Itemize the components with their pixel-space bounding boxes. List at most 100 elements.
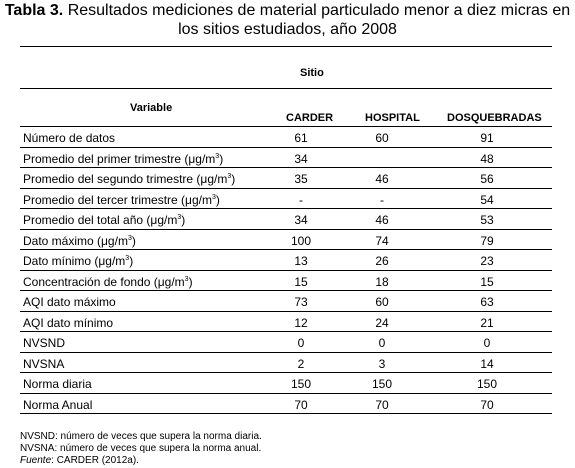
row-label-text: Concentración de fondo (μg/m [23, 275, 185, 289]
source-label: Fuente [20, 455, 52, 466]
footnote-nvsnd: NVSND: número de veces que supera la nor… [20, 431, 262, 442]
row-label-text: Dato máximo (μg/m [23, 234, 128, 248]
row-rule [20, 208, 552, 209]
cell-hospital: 150 [371, 377, 393, 391]
caption-label: Tabla 3. [4, 2, 64, 19]
unit-close: ) [219, 152, 224, 166]
cell-dosquebradas: 56 [480, 172, 494, 186]
row-label: Concentración de fondo (μg/m3) [23, 275, 193, 289]
cell-carder: - [299, 193, 303, 207]
row-rule [20, 188, 552, 189]
cell-hospital: 18 [375, 275, 389, 289]
cell-dosquebradas: 48 [480, 152, 494, 166]
row-rule [20, 290, 552, 291]
cell-dosquebradas: 23 [480, 254, 494, 268]
cell-carder: 73 [294, 295, 308, 309]
cell-carder: 100 [290, 234, 312, 248]
row-label-text: AQI dato máximo [23, 295, 116, 309]
row-label-text: Promedio del total año (μg/m [23, 213, 178, 227]
cell-dosquebradas: 14 [480, 357, 494, 371]
unit-exponent: 3 [215, 153, 220, 160]
row-label-text: Norma Anual [23, 398, 93, 412]
header-variable: Variable [130, 102, 173, 114]
footnote-nvsna: NVSNA: número de veces que supera la nor… [20, 443, 262, 454]
cell-hospital: 0 [378, 336, 386, 350]
row-label-text: Promedio del primer trimestre (μg/m [23, 152, 216, 166]
unit-exponent: 3 [211, 194, 216, 201]
unit-close: ) [231, 172, 236, 186]
row-label-text: NVSND [23, 336, 66, 350]
row-label-text: Dato mínimo (μg/m [23, 254, 126, 268]
cell-hospital: 70 [375, 398, 389, 412]
row-rule [20, 147, 552, 148]
unit-close: ) [131, 234, 136, 248]
cell-hospital: 46 [375, 172, 389, 186]
header-dosquebradas: DOSQUEBRADAS [447, 112, 542, 124]
cell-hospital: 24 [375, 316, 389, 330]
cell-carder: 12 [294, 316, 308, 330]
cell-carder: 0 [297, 336, 305, 350]
bottom-rule [20, 413, 552, 414]
cell-hospital: 60 [375, 131, 389, 145]
row-rule [20, 167, 552, 168]
cell-carder: 35 [294, 172, 308, 186]
row-rule [20, 352, 552, 353]
caption-text-1: Resultados mediciones de material partic… [67, 2, 571, 19]
row-label: NVSNA [23, 357, 64, 371]
row-label: Dato máximo (μg/m3) [23, 234, 136, 248]
row-rule [20, 126, 552, 127]
row-rule [20, 331, 552, 332]
row-label: Dato mínimo (μg/m3) [23, 254, 133, 268]
unit-exponent: 3 [127, 235, 132, 242]
cell-carder: 34 [294, 152, 308, 166]
row-label-text: AQI dato mínimo [23, 316, 114, 330]
caption-line-1: Tabla 3. Resultados mediciones de materi… [0, 1, 575, 20]
unit-close: ) [188, 275, 193, 289]
cell-dosquebradas: 79 [480, 234, 494, 248]
cell-dosquebradas: 63 [480, 295, 494, 309]
cell-dosquebradas: 70 [480, 398, 494, 412]
row-label: AQI dato máximo [23, 295, 116, 309]
row-label: AQI dato mínimo [23, 316, 113, 330]
row-rule [20, 372, 552, 373]
cell-dosquebradas: 91 [480, 131, 494, 145]
row-rule [20, 249, 552, 250]
cell-carder: 15 [294, 275, 308, 289]
cell-hospital: - [380, 193, 384, 207]
row-label: Norma diaria [23, 377, 92, 391]
group-header-sitio: Sitio [300, 67, 324, 79]
cell-hospital: 46 [375, 213, 389, 227]
cell-carder: 2 [297, 357, 305, 371]
row-label-text: Promedio del tercer trimestre (μg/m [23, 193, 212, 207]
cell-hospital: 26 [375, 254, 389, 268]
header-hospital: HOSPITAL [365, 112, 420, 124]
footnote-source: Fuente: CARDER (2012a). [20, 455, 139, 467]
unit-exponent: 3 [227, 173, 232, 180]
row-label: Promedio del primer trimestre (μg/m3) [23, 152, 223, 166]
cell-hospital: 74 [375, 234, 389, 248]
row-rule [20, 229, 552, 230]
row-label-text: NVSNA [23, 357, 65, 371]
unit-close: ) [181, 213, 186, 227]
cell-dosquebradas: 21 [480, 316, 494, 330]
cell-dosquebradas: 150 [476, 377, 498, 391]
unit-exponent: 3 [125, 255, 130, 262]
row-label-text: Norma diaria [23, 377, 92, 391]
row-label: Promedio del tercer trimestre (μg/m3) [23, 193, 220, 207]
cell-dosquebradas: 15 [480, 275, 494, 289]
row-rule [20, 311, 552, 312]
row-label: Número de datos [23, 131, 115, 145]
cell-carder: 34 [294, 213, 308, 227]
source-text: : CARDER (2012a). [51, 455, 139, 466]
cell-dosquebradas: 54 [480, 193, 494, 207]
row-rule [20, 393, 552, 394]
row-label: NVSND [23, 336, 65, 350]
cell-hospital: 3 [378, 357, 386, 371]
cell-carder: 13 [294, 254, 308, 268]
unit-close: ) [215, 193, 220, 207]
cell-carder: 150 [290, 377, 312, 391]
unit-exponent: 3 [184, 276, 189, 283]
cell-dosquebradas: 0 [483, 336, 491, 350]
unit-close: ) [129, 254, 134, 268]
cell-dosquebradas: 53 [480, 213, 494, 227]
